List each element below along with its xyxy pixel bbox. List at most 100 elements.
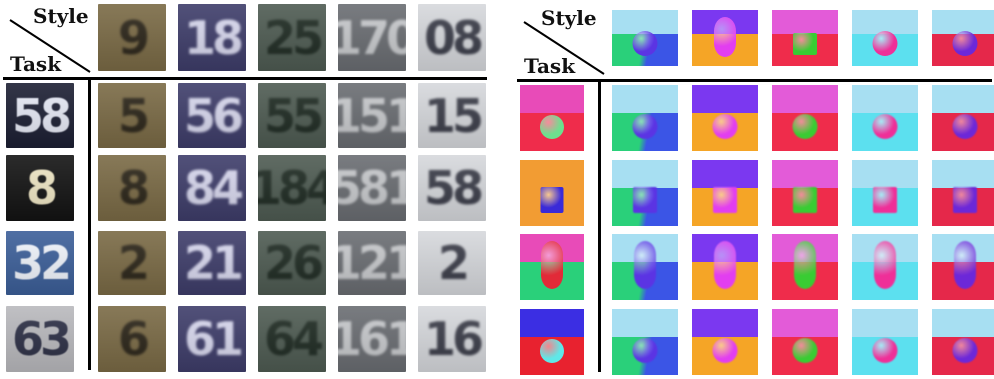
generated-digit-tile: 184: [258, 155, 326, 221]
style-digit-tile: 18: [178, 4, 246, 71]
digit-glyph: 56: [178, 83, 246, 148]
sphere-object: [872, 114, 898, 139]
generated-shape-tile: [612, 234, 678, 300]
digit-glyph: 6: [98, 306, 166, 372]
generated-shape-tile: [852, 160, 918, 226]
generated-shape-tile: [932, 85, 994, 151]
digit-glyph: 2: [98, 231, 166, 295]
generated-digit-tile: 56: [178, 83, 246, 148]
generated-shape-tile: [772, 85, 838, 151]
digit-glyph: 58: [418, 155, 486, 221]
digit-glyph: 18: [178, 4, 246, 71]
generated-digit-tile: 84: [178, 155, 246, 221]
digit-glyph: 25: [258, 4, 326, 71]
generated-shape-tile: [692, 85, 758, 151]
cube-object: [633, 187, 657, 213]
sphere-object: [872, 31, 898, 56]
digit-glyph: 26: [258, 231, 326, 295]
generated-shape-tile: [852, 234, 918, 300]
generated-digit-tile: 581: [338, 155, 406, 221]
digit-glyph: 184: [258, 155, 326, 221]
task-digit-tile: 58: [6, 83, 74, 148]
header-diagonal-right: [523, 21, 605, 75]
sphere-object: [632, 338, 658, 363]
digit-glyph: 16: [418, 306, 486, 372]
header-diagonal: [9, 19, 91, 73]
generated-digit-tile: 16: [418, 306, 486, 372]
cube-object: [793, 33, 817, 55]
generated-digit-tile: 26: [258, 231, 326, 295]
sphere-object: [872, 338, 898, 363]
header-rule-right: [517, 79, 992, 82]
generated-shape-tile: [932, 234, 994, 300]
generated-shape-tile: [692, 234, 758, 300]
cylinder-object: [714, 241, 736, 289]
sphere-object: [792, 114, 818, 139]
sphere-object: [952, 31, 978, 56]
task-digit-tile: 8: [6, 155, 74, 221]
generated-digit-tile: 121: [338, 231, 406, 295]
sphere-object: [540, 115, 564, 139]
generated-digit-tile: 21: [178, 231, 246, 295]
generated-shape-tile: [612, 160, 678, 226]
cylinder-object: [954, 241, 976, 289]
generated-digit-tile: 8: [98, 155, 166, 221]
generated-digit-tile: 151: [338, 83, 406, 148]
cylinder-object: [541, 241, 563, 289]
task-header-right: Task: [524, 54, 576, 78]
sphere-object: [632, 114, 658, 139]
digit-glyph: 161: [338, 306, 406, 372]
digit-glyph: 8: [6, 155, 74, 221]
generated-digit-tile: 2: [98, 231, 166, 295]
column-rule: [88, 78, 91, 370]
generated-digit-tile: 6: [98, 306, 166, 372]
digit-glyph: 170: [338, 4, 406, 71]
digit-glyph: 84: [178, 155, 246, 221]
sphere-object: [952, 114, 978, 139]
task-header: Task: [10, 52, 62, 76]
digit-glyph: 15: [418, 83, 486, 148]
generated-shape-tile: [852, 309, 918, 375]
generated-digit-tile: 64: [258, 306, 326, 372]
digit-glyph: 21: [178, 231, 246, 295]
generated-shape-tile: [932, 309, 994, 375]
sphere-object: [540, 339, 564, 363]
style-digit-tile: 25: [258, 4, 326, 71]
generated-digit-tile: 2: [418, 231, 486, 295]
generated-shape-tile: [772, 309, 838, 375]
sphere-object: [632, 31, 658, 56]
svhn-panel: Style Task 9182517008 58 8 32 63 5565515115…: [0, 0, 490, 379]
sphere-object: [712, 338, 738, 363]
digit-glyph: 121: [338, 231, 406, 295]
generated-shape-tile: [852, 85, 918, 151]
cylinder-object: [634, 241, 656, 289]
style-shape-tile: [692, 10, 758, 66]
sphere-object: [712, 114, 738, 139]
cylinder-object: [794, 241, 816, 289]
digit-glyph: 32: [6, 231, 74, 295]
digit-glyph: 9: [98, 4, 166, 71]
style-digit-tile: 9: [98, 4, 166, 71]
cube-object: [793, 187, 817, 213]
shapes-panel: Style Task: [514, 0, 994, 379]
style-header: Style: [33, 4, 89, 28]
style-shape-tile: [612, 10, 678, 66]
generated-digit-tile: 58: [418, 155, 486, 221]
digit-glyph: 58: [6, 83, 74, 148]
generated-shape-tile: [772, 160, 838, 226]
generated-shape-tile: [692, 309, 758, 375]
style-shape-tile: [932, 10, 994, 66]
digit-glyph: 61: [178, 306, 246, 372]
generated-digit-tile: 5: [98, 83, 166, 148]
generated-digit-tile: 61: [178, 306, 246, 372]
generated-digit-tile: 55: [258, 83, 326, 148]
style-shape-tile: [772, 10, 838, 66]
cube-object: [873, 187, 897, 213]
digit-glyph: 64: [258, 306, 326, 372]
header-rule: [3, 77, 487, 80]
style-shape-tile: [852, 10, 918, 66]
digit-glyph: 151: [338, 83, 406, 148]
cube-object: [953, 187, 977, 213]
task-digit-tile: 32: [6, 231, 74, 295]
task-shape-tile: [520, 234, 584, 300]
